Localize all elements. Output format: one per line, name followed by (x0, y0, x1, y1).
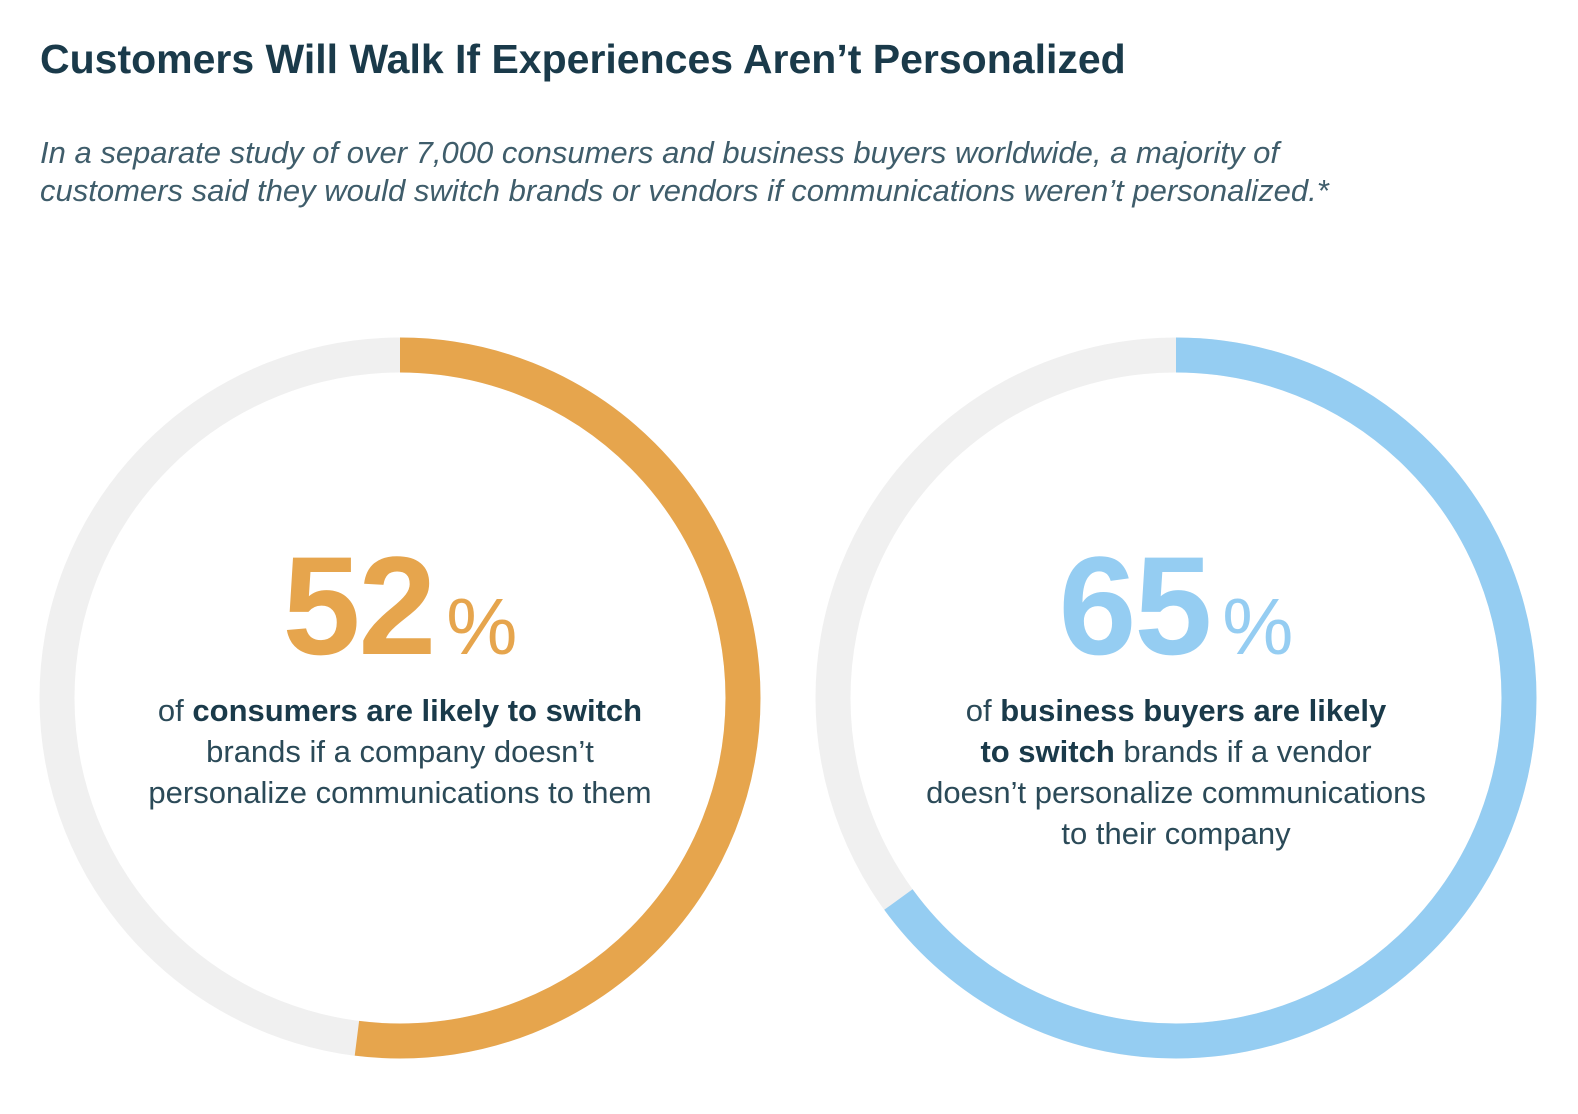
donut-arc-business-buyers (815, 337, 1537, 1059)
description-line-1: of business buyers are likely (866, 690, 1486, 731)
big-number-business-buyers: 65 (1058, 527, 1213, 684)
donut-arc-consumers (39, 337, 761, 1059)
description-rest: brands if a vendor (1114, 734, 1372, 769)
subtitle-line-2: customers said they would switch brands … (40, 173, 1329, 208)
stat-description-consumers: of consumers are likely to switch brands… (90, 690, 710, 813)
stat-business-buyers: 65 % of business buyers are likely to sw… (866, 536, 1486, 854)
stat-number-business-buyers: 65 % (866, 536, 1486, 676)
page-subtitle: In a separate study of over 7,000 consum… (40, 134, 1540, 210)
stat-consumers: 52 % of consumers are likely to switch b… (90, 536, 710, 813)
description-line-1: of consumers are likely to switch (90, 690, 710, 731)
description-line-2: to switch brands if a vendor (866, 731, 1486, 772)
stat-number-consumers: 52 % (90, 536, 710, 676)
page-title: Customers Will Walk If Experiences Aren’… (40, 36, 1126, 82)
description-highlight: consumers are likely to switch (192, 693, 643, 728)
stat-description-business-buyers: of business buyers are likely to switch … (866, 690, 1486, 854)
percent-sign-business-buyers: % (1222, 582, 1294, 671)
description-line-2: brands if a company doesn’t (206, 734, 594, 769)
description-line-3: personalize communications to them (148, 775, 652, 810)
subtitle-line-1: In a separate study of over 7,000 consum… (40, 135, 1279, 170)
description-highlight: business buyers are likely (1000, 693, 1387, 728)
description-prefix: of (965, 693, 1001, 728)
description-line-4: to their company (1061, 816, 1291, 851)
description-line-3: doesn’t personalize communications (926, 775, 1426, 810)
description-prefix: of (157, 693, 193, 728)
big-number-consumers: 52 (282, 527, 437, 684)
percent-sign-consumers: % (446, 582, 518, 671)
description-highlight-2: to switch (980, 734, 1115, 769)
